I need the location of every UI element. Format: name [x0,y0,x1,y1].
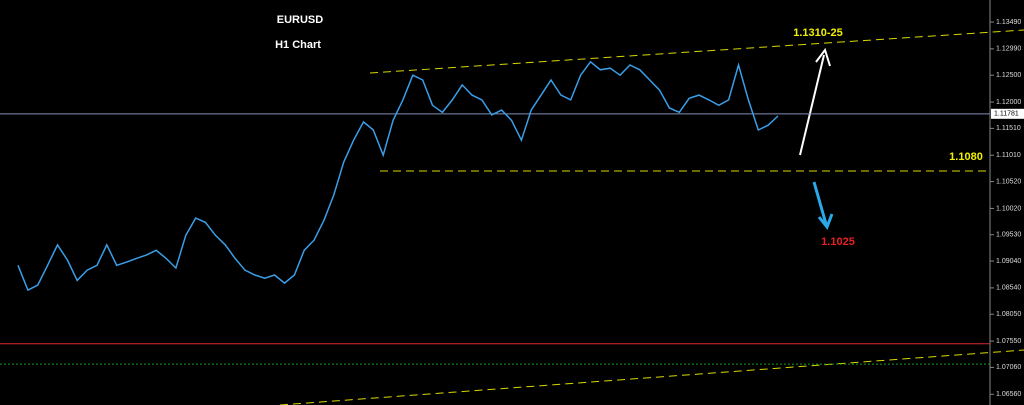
trend-line [279,349,1024,405]
arrow-head [815,47,831,67]
arrow-head [817,213,834,230]
y-tick-label: 1.11010 [996,152,1021,159]
y-tick-label: 1.06560 [996,391,1021,398]
y-tick-label: 1.10520 [996,178,1021,185]
y-tick-label: 1.13490 [996,19,1021,26]
annotation: 1.1310-25 [793,27,843,39]
y-tick-label: 1.07060 [996,364,1021,371]
y-tick-label: 1.11510 [996,125,1021,132]
y-tick-label: 1.09530 [996,232,1021,239]
y-tick-label: 1.12500 [996,72,1021,79]
y-tick-label: 1.08540 [996,285,1021,292]
price-label: 1.11781 [994,111,1019,118]
y-tick-label: 1.09040 [996,258,1021,265]
chart-subtitle: H1 Chart [275,39,321,51]
annotation: 1.1080 [949,151,983,163]
chart-title: EURUSD [277,14,324,26]
y-tick-label: 1.07550 [996,338,1021,345]
y-tick-label: 1.10020 [996,205,1021,212]
trend-line [369,29,1024,74]
y-tick-label: 1.12990 [996,46,1021,53]
y-tick-label: 1.08050 [996,311,1021,318]
price-line [17,60,779,292]
arrow-up [799,54,825,156]
y-tick-label: 1.12000 [996,99,1021,106]
price-label-box [991,108,1024,119]
arrow-down [812,181,828,225]
annotation: 1.1025 [821,236,855,248]
